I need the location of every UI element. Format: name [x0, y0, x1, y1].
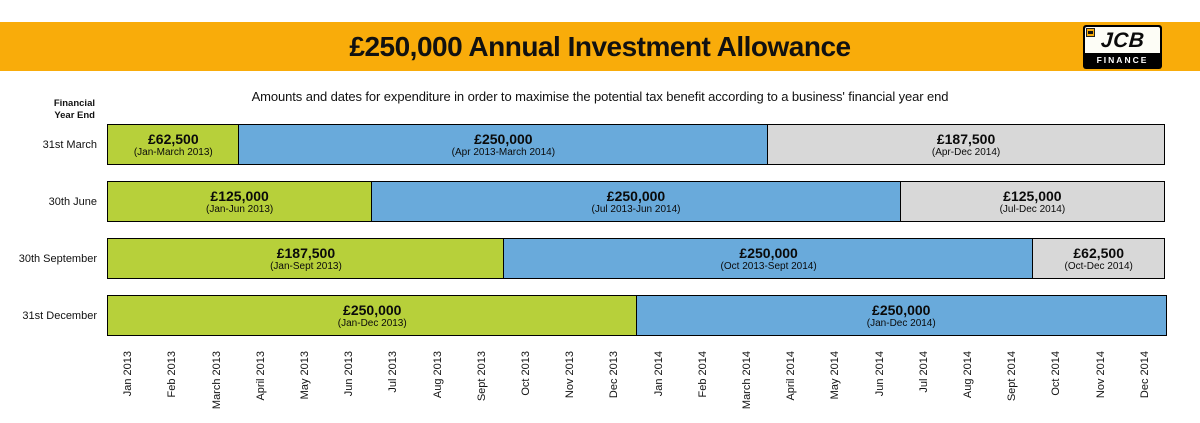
chart-row: £187,500 (Jan-Sept 2013) £250,000 (Oct 2013… [107, 238, 1168, 279]
segment-period: (Jan-Sept 2013) [270, 260, 342, 272]
axis-month-label: Nov 2013 [564, 351, 577, 399]
allowance-segment: £250,000 (Oct 2013-Sept 2014) [503, 238, 1034, 279]
segment-amount: £187,500 [276, 244, 336, 261]
chart-row: £250,000 (Jan-Dec 2013) £250,000 (Jan-Dec 2… [107, 295, 1168, 336]
axis-month-label: April 2014 [785, 351, 798, 401]
axis-month-label: Jun 2013 [343, 351, 356, 397]
axis-month-label: Oct 2013 [519, 351, 532, 396]
jcb-finance-band: FINANCE [1085, 53, 1160, 67]
allowance-segment: £125,000 (Jul-Dec 2014) [899, 181, 1165, 222]
chart-subtitle: Amounts and dates for expenditure in ord… [251, 89, 949, 104]
axis-month-label: Dec 2013 [608, 351, 621, 399]
jcb-digger-icon [1086, 28, 1095, 37]
axis-month-label: Sept 2014 [1006, 351, 1019, 402]
segment-amount: £187,500 [936, 130, 996, 147]
segment-amount: £125,000 [210, 187, 269, 204]
axis-month-label: Aug 2014 [962, 351, 975, 399]
axis-month-label: Jul 2013 [387, 351, 400, 393]
row-label: 31st December [22, 309, 97, 322]
axis-month-label: May 2014 [829, 351, 842, 400]
jcb-finance-text: FINANCE [1096, 55, 1149, 65]
segment-amount: £125,000 [1003, 187, 1062, 204]
chart-row: £125,000 (Jan-Jun 2013) £250,000 (Jul 2013-… [107, 181, 1168, 222]
allowance-segment: £62,500 (Jan-March 2013) [107, 124, 240, 165]
segment-amount: £250,000 [872, 301, 931, 318]
row-label: 31st March [42, 138, 97, 151]
allowance-segment: £187,500 (Apr-Dec 2014) [767, 124, 1165, 165]
segment-amount: £250,000 [474, 130, 533, 147]
allowance-segment: £187,500 (Jan-Sept 2013) [107, 238, 505, 279]
axis-month-label: May 2013 [298, 351, 311, 400]
segment-period: (Jan-March 2013) [133, 146, 213, 158]
segment-period: (Jan-Dec 2014) [866, 317, 936, 329]
segment-period: (Oct-Dec 2014) [1064, 260, 1133, 272]
allowance-segment: £62,500 (Oct-Dec 2014) [1032, 238, 1165, 279]
axis-month-label: March 2014 [741, 351, 754, 410]
axis-month-label: March 2013 [210, 351, 223, 410]
header-band: £250,000 Annual Investment Allowance [0, 22, 1200, 71]
axis-month-label: Oct 2014 [1050, 351, 1063, 396]
axis-month-label: Jun 2014 [873, 351, 886, 397]
page-title: £250,000 Annual Investment Allowance [349, 30, 851, 62]
segment-amount: £250,000 [343, 301, 402, 318]
segment-amount: £250,000 [739, 244, 798, 261]
axis-month-label: Nov 2014 [1094, 351, 1107, 399]
jcb-logo-plate: JCB [1085, 27, 1160, 53]
row-label: 30th September [18, 252, 97, 265]
segment-amount: £62,500 [1073, 244, 1124, 261]
segment-amount: £62,500 [148, 130, 199, 147]
axis-month-label: Jan 2013 [122, 351, 135, 397]
chart-row: £62,500 (Jan-March 2013) £250,000 (Apr 2013… [107, 124, 1168, 165]
segment-period: (Jan-Dec 2013) [337, 317, 407, 329]
axis-month-label: April 2013 [254, 351, 267, 401]
allowance-segment: £250,000 (Apr 2013-March 2014) [238, 124, 769, 165]
jcb-finance-logo: JCB FINANCE [1083, 25, 1162, 69]
segment-period: (Jul-Dec 2014) [999, 203, 1066, 215]
axis-month-label: Feb 2014 [696, 351, 709, 398]
axis-month-label: Sept 2013 [475, 351, 488, 402]
axis-month-label: Jan 2014 [652, 351, 665, 397]
segment-period: (Apr-Dec 2014) [931, 146, 1001, 158]
allowance-segment: £250,000 (Jul 2013-Jun 2014) [370, 181, 902, 222]
allowance-segment: £125,000 (Jan-Jun 2013) [107, 181, 373, 222]
segment-period: (Oct 2013-Sept 2014) [720, 260, 817, 272]
segment-period: (Apr 2013-March 2014) [451, 146, 556, 158]
segment-period: (Jan-Jun 2013) [205, 203, 274, 215]
axis-month-label: Jul 2014 [917, 351, 930, 393]
row-label: 30th June [48, 195, 97, 208]
jcb-brand-text: JCB [1099, 28, 1146, 52]
allowance-segment: £250,000 (Jan-Dec 2014) [636, 295, 1167, 336]
financial-year-end-header: Financial Year End [53, 98, 95, 121]
axis-month-label: Feb 2013 [166, 351, 179, 398]
segment-period: (Jul 2013-Jun 2014) [591, 203, 681, 215]
axis-month-label: Aug 2013 [431, 351, 444, 399]
allowance-segment: £250,000 (Jan-Dec 2013) [107, 295, 638, 336]
segment-amount: £250,000 [606, 187, 666, 204]
axis-month-label: Dec 2014 [1138, 351, 1151, 399]
